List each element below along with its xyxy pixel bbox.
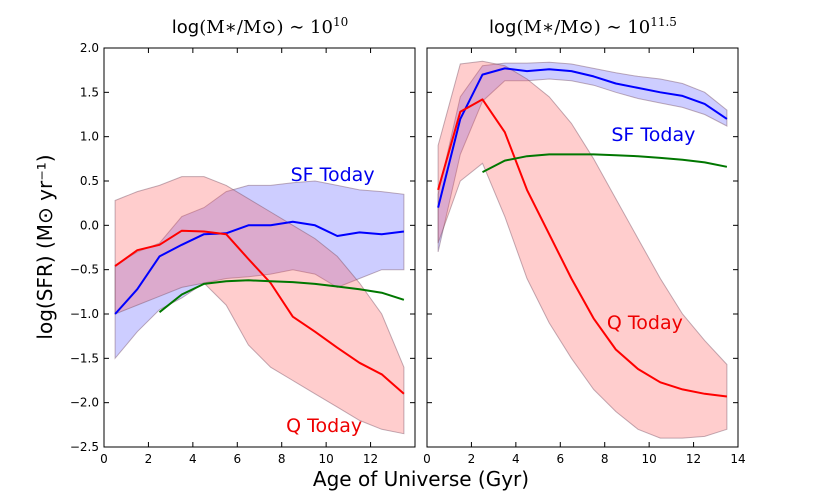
line-green [158,279,405,313]
y-tick-label: 1.0 [80,130,99,144]
band-sf-today [437,61,728,253]
line-sf-today [114,220,405,315]
y-tick-label: −2.0 [70,396,99,410]
title-exp-right: 11.5 [650,15,677,29]
y-ticks-right [427,47,738,448]
x-tick-label: 2 [468,452,476,466]
y-axis-label: log(SFR) (M⊙ yr⁻¹) [33,154,57,339]
x-tick-label: 0 [100,452,108,466]
title-prefix-left: log [172,17,199,38]
annotation-q-today: Q Today [607,312,683,334]
lines-right [437,67,728,398]
panel-left: 0 2 4 6 8 10 12 −2.5 −2.0 −1.5 −1.0 −0.5 0.0 0.5 1.0 1… [70,15,416,466]
x-tick-label: 12 [363,452,378,466]
y-tick-label: −1.5 [70,351,99,365]
band-q-today [437,60,728,439]
lines-left [114,220,405,395]
x-tick-label: 6 [233,452,241,466]
y-tick-label: −0.5 [70,263,99,277]
x-axis-label: Age of Universe (Gyr) [313,467,529,491]
title-prefix-right: log [489,17,516,38]
panel-title-right: log(M∗/M⊙) ∼ 1011.5 [489,15,677,38]
annotations-right: SF Today Q Today [607,124,695,334]
annotation-sf-today: SF Today [291,164,375,186]
x-ticks-left: 0 2 4 6 8 10 12 [100,48,378,466]
y-tick-label: 2.0 [80,41,99,55]
y-tick-label: −1.0 [70,307,99,321]
x-tick-label: 4 [512,452,520,466]
y-tick-label: 1.5 [80,85,99,99]
annotations-left: SF Today Q Today [286,164,374,437]
line-q-today [437,98,728,398]
line-green [482,153,728,173]
annotation-sf-today: SF Today [611,124,695,146]
x-tick-label: 2 [145,452,153,466]
x-tick-label: 6 [556,452,564,466]
title-math-left: (M∗/M⊙) ∼ 10 [199,17,333,38]
y-tick-label: 0.0 [80,218,99,232]
x-tick-label: 10 [319,452,334,466]
title-math-right: (M∗/M⊙) ∼ 10 [517,17,651,38]
panel-title-left: log(M∗/M⊙) ∼ 1010 [172,15,348,38]
x-tick-label: 14 [730,452,745,466]
x-tick-label: 10 [642,452,657,466]
x-tick-label: 8 [601,452,609,466]
x-tick-label: 0 [423,452,431,466]
x-tick-label: 8 [278,452,286,466]
axes-frame-right [426,47,739,448]
title-exp-left: 10 [333,15,348,29]
y-tick-label: 0.5 [80,174,99,188]
band-q-today [114,176,405,435]
panel-right: 0 2 4 6 8 10 12 14 log(M∗/M⊙) ∼ 1011.5 SF Today… [423,15,745,466]
bands-right [437,60,728,439]
x-tick-label: 12 [686,452,701,466]
axes-frame-left [103,47,416,448]
line-sf-today [437,67,728,208]
y-ticks-left: −2.5 −2.0 −1.5 −1.0 −0.5 0.0 0.5 1.0 1.5 2.0 [70,41,415,454]
y-tick-label: −2.5 [70,440,99,454]
x-tick-label: 4 [189,452,197,466]
annotation-q-today: Q Today [286,415,362,437]
bands-left [114,176,405,435]
x-ticks-right: 0 2 4 6 8 10 12 14 [423,48,746,466]
line-q-today [114,229,405,395]
